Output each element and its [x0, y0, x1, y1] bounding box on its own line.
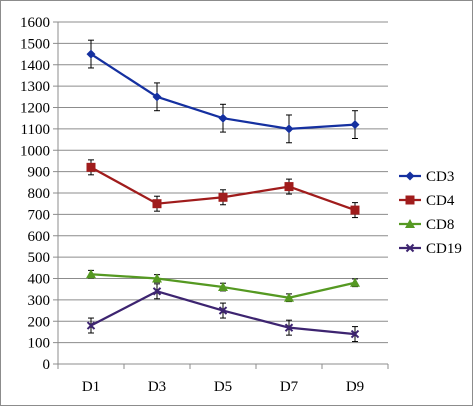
x-tick-label: D7 — [280, 379, 299, 395]
legend-label-cd19: CD19 — [426, 241, 462, 257]
data-point-cd19 — [218, 306, 228, 315]
x-tick-label: D1 — [82, 379, 100, 395]
data-point-cd4 — [152, 199, 162, 209]
legend-item-cd8: CD8 — [399, 217, 454, 233]
data-point-cd19 — [350, 329, 360, 339]
series-cd3 — [86, 39, 360, 144]
data-point-cd4 — [350, 205, 360, 215]
y-tick-label: 1100 — [21, 122, 50, 138]
legend-marker-cd8 — [405, 219, 415, 228]
legend-marker-cd19 — [405, 243, 415, 253]
y-tick-label: 1400 — [20, 58, 50, 74]
series-group — [86, 39, 360, 343]
legend: CD3 CD4 CD8 CD19 — [399, 169, 462, 257]
legend-marker-cd4 — [405, 195, 415, 205]
legend-item-cd19: CD19 — [399, 241, 462, 257]
data-point-cd4 — [218, 192, 228, 202]
data-point-cd8 — [152, 273, 162, 283]
data-point-cd3 — [284, 124, 294, 134]
y-tick-label: 800 — [28, 186, 51, 202]
data-point-cd8 — [218, 282, 228, 292]
data-point-cd8 — [350, 277, 360, 287]
y-tick-label: 1600 — [20, 15, 50, 31]
y-tick-label: 0 — [43, 357, 51, 373]
series-cd4 — [86, 159, 360, 219]
y-tick-label: 100 — [28, 336, 51, 352]
series-cd19 — [86, 283, 360, 343]
data-point-cd19-stroke — [218, 306, 228, 315]
y-tick-label: 700 — [28, 207, 51, 223]
data-point-cd19 — [152, 287, 162, 296]
series-cd8 — [86, 269, 360, 303]
data-point-cd3 — [86, 49, 96, 59]
data-point-cd19-stroke — [86, 321, 96, 330]
y-tick-label: 200 — [28, 314, 51, 330]
legend-label-cd4: CD4 — [426, 193, 455, 209]
data-point-cd19-stroke — [284, 323, 294, 332]
y-tick-label: 300 — [28, 293, 51, 309]
data-point-cd19-stroke — [350, 329, 360, 339]
y-tick-label: 900 — [28, 165, 51, 181]
x-tick-label: D9 — [346, 379, 364, 395]
y-tick-label: 500 — [28, 250, 51, 266]
legend-marker-cd19-stroke — [405, 243, 415, 253]
data-point-cd19-stroke — [152, 287, 162, 296]
data-point-cd4 — [86, 162, 96, 172]
data-point-cd3 — [152, 92, 162, 102]
data-point-cd4 — [284, 182, 294, 192]
data-point-cd19 — [86, 321, 96, 330]
y-tick-label: 1000 — [20, 143, 50, 159]
legend-label-cd8: CD8 — [426, 217, 454, 233]
y-tick-label: 1300 — [20, 79, 50, 95]
legend-marker-cd3 — [405, 171, 415, 181]
data-point-cd3 — [350, 120, 360, 130]
x-tick-label: D3 — [148, 379, 166, 395]
data-point-cd3 — [218, 113, 228, 123]
legend-label-cd3: CD3 — [426, 169, 454, 185]
x-tick-label: D5 — [214, 379, 232, 395]
data-point-cd8 — [86, 269, 96, 279]
y-tick-label: 1200 — [20, 101, 50, 117]
data-point-cd19 — [284, 323, 294, 332]
y-tick-label: 1500 — [20, 36, 50, 52]
data-point-cd8 — [284, 292, 294, 302]
y-tick-label: 600 — [28, 229, 51, 245]
y-tick-label: 400 — [28, 272, 51, 288]
legend-item-cd4: CD4 — [399, 193, 455, 209]
legend-item-cd3: CD3 — [399, 169, 454, 185]
axes: 0 100 200 300 400 500 600 700 800 900 1000 1100 1200… — [20, 15, 389, 395]
